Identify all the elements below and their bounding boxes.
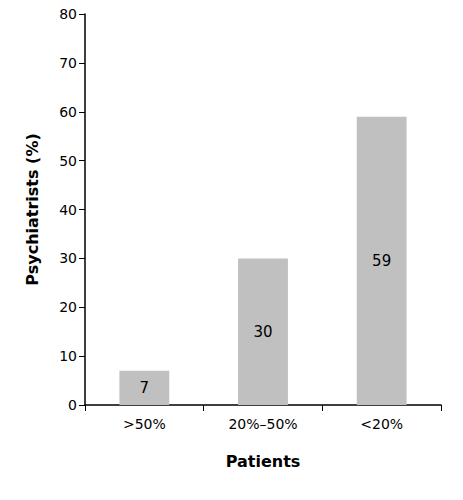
svg-text:0: 0	[68, 397, 77, 413]
svg-text:50: 50	[59, 153, 77, 169]
svg-text:20%–50%: 20%–50%	[228, 416, 297, 432]
svg-text:<20%: <20%	[360, 416, 403, 432]
svg-text:40: 40	[59, 202, 77, 218]
svg-text:20: 20	[59, 299, 77, 315]
svg-text:80: 80	[59, 6, 77, 22]
svg-text:7: 7	[140, 379, 150, 397]
svg-text:70: 70	[59, 55, 77, 71]
svg-text:10: 10	[59, 348, 77, 364]
svg-text:>50%: >50%	[123, 416, 166, 432]
svg-text:59: 59	[372, 252, 391, 270]
svg-text:Psychiatrists (%): Psychiatrists (%)	[23, 133, 42, 286]
svg-text:30: 30	[253, 323, 272, 341]
svg-text:60: 60	[59, 104, 77, 120]
svg-text:30: 30	[59, 250, 77, 266]
svg-text:Patients: Patients	[226, 452, 301, 471]
